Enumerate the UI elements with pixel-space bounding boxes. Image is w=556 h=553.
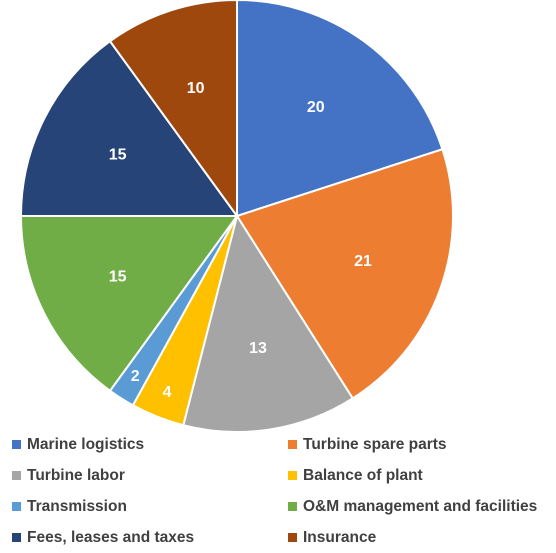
legend-item-2: Turbine labor [12,465,288,486]
legend-label-2: Turbine labor [27,466,125,484]
data-label-1: 21 [354,253,372,270]
legend-item-4: Transmission [12,496,288,517]
legend-label-7: Insurance [303,528,377,546]
data-label-2: 13 [249,340,267,357]
data-label-0: 20 [307,99,325,116]
legend-swatch-0 [12,440,21,449]
data-label-4: 2 [131,368,140,385]
legend-item-1: Turbine spare parts [288,434,556,455]
legend-swatch-1 [288,440,297,449]
legend-item-7: Insurance [288,527,556,548]
legend-label-4: Transmission [27,497,127,515]
legend-item-5: O&M management and facilities [288,496,556,517]
data-label-6: 15 [109,147,127,164]
pie-slice-0 [236,0,444,218]
legend-label-3: Balance of plant [303,466,423,484]
legend-swatch-4 [12,502,21,511]
data-label-7: 10 [187,80,205,97]
legend: Marine logistics Turbine spare parts Turbi… [12,434,556,548]
legend-swatch-7 [288,533,297,542]
data-label-3: 4 [163,384,172,401]
pie-slice-5 [19,215,239,393]
legend-label-0: Marine logistics [27,435,145,453]
legend-swatch-5 [288,502,297,511]
legend-swatch-2 [12,471,21,480]
data-label-5: 15 [109,268,127,285]
legend-swatch-6 [12,533,21,542]
pie-slice-2 [182,213,355,433]
legend-item-0: Marine logistics [12,434,288,455]
legend-label-5: O&M management and facilities [303,497,538,515]
legend-item-6: Fees, leases and taxes [12,527,288,548]
pie-slice-1 [235,147,454,400]
legend-label-6: Fees, leases and taxes [27,528,195,546]
legend-item-3: Balance of plant [288,465,556,486]
legend-label-1: Turbine spare parts [303,435,447,453]
pie-slice-7 [108,0,238,220]
legend-swatch-3 [288,471,297,480]
pie-plot-area: 20 21 13 4 2 15 15 10 [19,0,454,433]
pie-slice-6 [19,39,239,217]
